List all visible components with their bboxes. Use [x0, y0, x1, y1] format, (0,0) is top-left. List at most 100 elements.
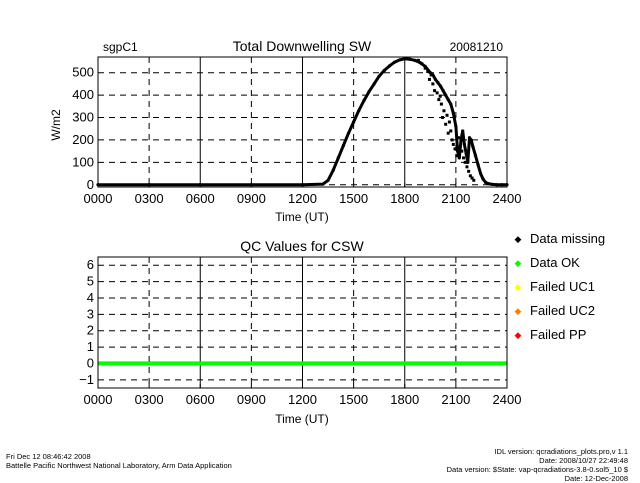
top-chart-title: Total Downwelling SW [233, 38, 372, 54]
top-chart-point [461, 129, 465, 133]
top-chart-scatter-point [460, 149, 464, 153]
top-chart-point [433, 77, 438, 82]
top-chart-point [249, 183, 253, 187]
top-chart-point [346, 131, 351, 135]
top-chart-y-tick-label: 100 [72, 154, 94, 169]
top-chart-x-axis-label: Time (UT) [275, 210, 329, 224]
top-chart-scatter-point [447, 120, 451, 124]
top-chart-y-tick-label: 500 [72, 65, 94, 80]
top-chart-point [490, 182, 494, 186]
top-chart-scatter-point [439, 102, 443, 106]
bottom-chart-x-tick-label: 1200 [288, 392, 317, 407]
top-chart-scatter-point [450, 138, 454, 142]
top-chart-point [444, 93, 448, 97]
top-chart-y-tick-label: 300 [72, 110, 94, 125]
top-chart-point [321, 182, 325, 186]
top-chart-scatter-point [458, 145, 462, 149]
top-chart-scatter-point [433, 89, 437, 93]
top-chart-point [449, 102, 453, 106]
legend-marker-icon: ◆ [515, 235, 522, 245]
bottom-chart-y-tick-label: 0 [87, 355, 94, 370]
top-chart-y-tick-label: 400 [72, 87, 94, 102]
bottom-chart-y-tick-label: 4 [87, 290, 94, 305]
top-chart-scatter-point [437, 98, 441, 102]
top-chart-point [469, 138, 473, 142]
footer-organization: Battelle Pacific Northwest National Labo… [6, 461, 232, 470]
top-chart-scatter-point [442, 109, 446, 113]
top-chart-point [484, 180, 488, 185]
top-chart-date-label: 20081210 [450, 40, 504, 54]
bottom-chart-x-axis-label: Time (UT) [275, 412, 329, 426]
bottom-chart-x-tick-label: 0000 [84, 392, 113, 407]
top-chart-scatter-point [423, 66, 427, 70]
top-chart-point [372, 82, 376, 86]
top-chart-point [408, 57, 412, 61]
top-chart-scatter-point [451, 142, 455, 146]
top-chart-x-tick-label: 1500 [339, 191, 368, 206]
top-chart-point [357, 109, 361, 113]
legend-label: Data OK [530, 255, 580, 270]
top-chart-scatter-point [472, 178, 476, 182]
top-chart-point [495, 183, 499, 187]
bottom-chart-x-tick-label: 0900 [237, 392, 266, 407]
top-chart-scatter-point [453, 147, 457, 151]
top-chart-scatter-point [455, 154, 459, 158]
bottom-chart-grid [97, 257, 508, 388]
top-chart-point [392, 60, 397, 64]
top-chart-scatter-point [431, 82, 435, 86]
top-chart-point [478, 171, 483, 176]
top-chart-point [326, 178, 330, 182]
bottom-chart-frame [97, 256, 508, 389]
top-chart-point [331, 168, 335, 172]
top-chart-point [377, 74, 381, 78]
top-chart-point [454, 124, 458, 129]
top-chart-point [486, 182, 490, 186]
top-chart-y-tick-labels: 0 100 200 300 400 500 [72, 65, 94, 192]
top-chart-point [471, 145, 475, 149]
top-chart: 0000 0300 0600 0900 1200 1500 1800 2100 2400 0 10… [49, 38, 521, 224]
bottom-chart-y-tick-label: 3 [87, 306, 94, 321]
footer-data-version: Data version: $State: vap-qcradiations-3… [446, 465, 628, 474]
top-chart-point [336, 156, 340, 160]
top-chart-scatter-point [463, 160, 467, 164]
top-chart-scatter-point [438, 94, 442, 98]
bottom-chart-y-tick-label: 1 [87, 339, 94, 354]
legend-marker-icon: ◆ [515, 259, 522, 269]
bottom-chart-x-tick-label: 2100 [441, 392, 470, 407]
top-chart-point [464, 151, 468, 155]
top-chart-scatter-point [420, 62, 424, 66]
top-chart-point [398, 58, 402, 62]
top-chart-point [462, 142, 466, 147]
top-chart-x-tick-label: 0900 [237, 191, 266, 206]
top-chart-scatter-point [467, 169, 471, 173]
footer-idl-version: IDL version: qcradiations_plots.pro,v 1.… [494, 447, 628, 456]
top-chart-scatter-point [445, 113, 449, 117]
top-chart-x-tick-label: 0300 [135, 191, 164, 206]
legend-label: Failed UC1 [530, 279, 595, 294]
top-chart-y-tick-label: 200 [72, 132, 94, 147]
top-chart-point [455, 149, 460, 153]
top-chart-point [446, 97, 450, 102]
top-chart-scatter-point [426, 70, 430, 74]
top-chart-scatter-point [416, 58, 420, 62]
top-chart-point [147, 183, 151, 187]
top-chart-point [341, 143, 345, 148]
top-chart-scatter-point [465, 165, 469, 169]
legend-marker-icon: ◆ [515, 331, 522, 341]
top-chart-point [362, 99, 366, 103]
footer-idl-date: Date: 2008/10/27 22:49:48 [539, 456, 628, 465]
bottom-chart-x-tick-label: 1800 [390, 392, 419, 407]
top-chart-scatter-point [470, 176, 474, 180]
footer-left: Fri Dec 12 08:46:42 2008 Battelle Pacific… [6, 452, 232, 470]
top-chart-point [467, 136, 472, 140]
top-chart-point [459, 138, 463, 142]
top-chart-point [436, 81, 440, 85]
top-chart-point [476, 162, 480, 167]
bottom-chart-x-tick-label: 2400 [493, 392, 522, 407]
footer-right: IDL version: qcradiations_plots.pro,v 1.… [447, 447, 628, 483]
top-chart-point [387, 64, 392, 68]
top-chart-scatter-point [456, 136, 460, 140]
top-chart-frame [97, 56, 508, 188]
top-chart-point [382, 68, 386, 73]
